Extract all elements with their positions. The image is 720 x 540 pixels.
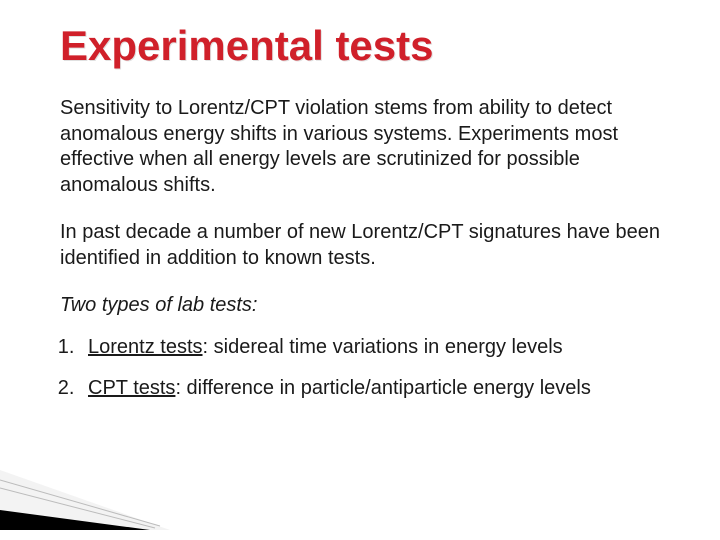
accent-dark-shape (0, 510, 150, 530)
corner-accent-icon (0, 470, 170, 540)
paragraph-1: Sensitivity to Lorentz/CPT violation ste… (60, 96, 660, 198)
list-item-rest: : difference in particle/antiparticle en… (175, 377, 590, 399)
slide-title: Experimental tests (60, 24, 660, 68)
subheading: Two types of lab tests: (60, 294, 660, 317)
accent-line-1 (0, 480, 160, 526)
slide: Experimental tests Sensitivity to Lorent… (0, 0, 720, 540)
list-item-rest: : sidereal time variations in energy lev… (203, 336, 563, 358)
list-item: CPT tests: difference in particle/antipa… (80, 376, 660, 402)
paragraph-2: In past decade a number of new Lorentz/C… (60, 220, 660, 271)
test-types-list: Lorentz tests: sidereal time variations … (60, 335, 660, 402)
list-item-label: Lorentz tests (88, 336, 203, 358)
accent-line-2 (0, 488, 155, 528)
list-item-label: CPT tests (88, 377, 175, 399)
list-item: Lorentz tests: sidereal time variations … (80, 335, 660, 361)
accent-light-shape (0, 470, 170, 530)
